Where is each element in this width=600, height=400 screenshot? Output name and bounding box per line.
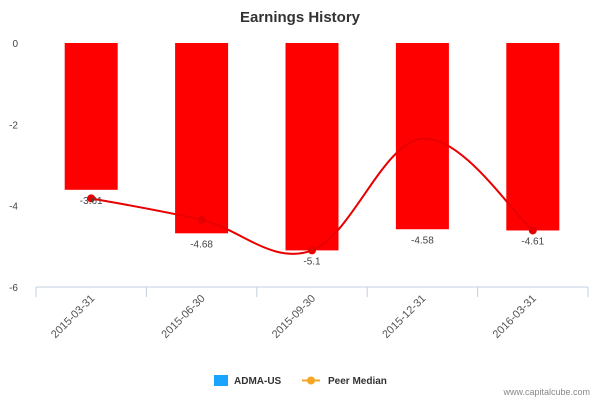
- peer-median-line: [91, 137, 534, 255]
- x-tick-label: 2015-12-31: [380, 293, 428, 341]
- y-axis: 0 -2 -4 -6: [9, 39, 18, 294]
- y-tick-label: -2: [9, 120, 18, 131]
- bar-series: [64, 43, 560, 251]
- legend-label-admasus[interactable]: ADMA-US: [234, 376, 282, 387]
- chart-title: Earnings History: [240, 9, 361, 26]
- x-axis: 2015-03-31 2015-06-30 2015-09-30 2015-12-31…: [35, 286, 589, 341]
- bar[interactable]: [285, 43, 339, 251]
- legend-marker-peer: [307, 376, 315, 385]
- data-labels: -3.61 -4.68 -5.1 -4.58 -4.61: [80, 196, 545, 268]
- credit-text: www.capitalcube.com: [502, 387, 590, 397]
- peer-median-point[interactable]: [308, 246, 316, 255]
- x-tick-label: 2015-06-30: [159, 293, 207, 341]
- bar-data-label: -3.61: [80, 196, 103, 207]
- bar[interactable]: [395, 43, 449, 230]
- peer-median-point[interactable]: [87, 194, 96, 203]
- legend: ADMA-US Peer Median: [214, 375, 387, 387]
- bar-data-label: -4.58: [411, 235, 434, 246]
- bar[interactable]: [506, 43, 560, 231]
- bar-data-label: -4.61: [521, 236, 544, 247]
- x-tick-label: 2016-03-31: [491, 293, 539, 341]
- x-tick-label: 2015-09-30: [270, 293, 318, 341]
- peer-median-point[interactable]: [528, 226, 537, 235]
- bar-data-label: -5.1: [303, 256, 321, 267]
- legend-label-peer-median[interactable]: Peer Median: [328, 376, 387, 387]
- peer-median-point[interactable]: [197, 215, 206, 224]
- bar[interactable]: [64, 43, 118, 190]
- x-tick-label: 2015-03-31: [49, 293, 97, 341]
- bar[interactable]: [175, 43, 229, 234]
- legend-swatch-admasus: [214, 375, 228, 386]
- y-tick-label: -4: [9, 202, 18, 213]
- y-tick-label: -6: [9, 283, 18, 294]
- y-tick-label: 0: [12, 39, 18, 50]
- peer-median-series: [87, 137, 537, 255]
- bar-data-label: -4.68: [190, 239, 213, 250]
